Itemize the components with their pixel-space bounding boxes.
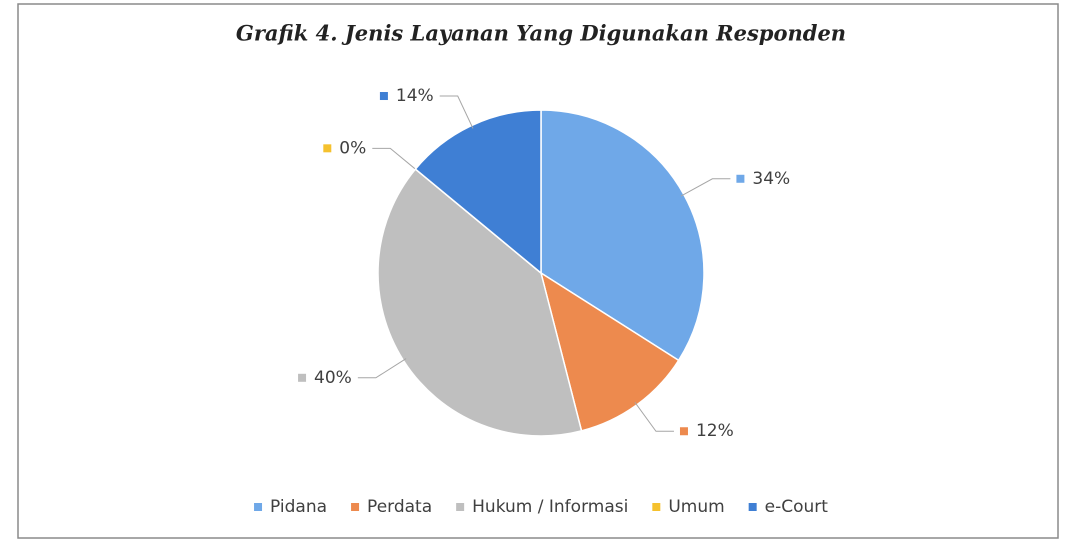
label-swatch xyxy=(323,144,332,153)
legend-swatch xyxy=(456,503,465,511)
legend-swatch xyxy=(351,503,360,511)
leader-line xyxy=(439,95,474,129)
legend-label: Umum xyxy=(668,497,724,517)
leader-line xyxy=(680,178,731,197)
legend-swatch xyxy=(254,503,263,511)
legend-swatch xyxy=(748,503,757,511)
data-label: 14% xyxy=(396,86,434,106)
legend-label: Hukum / Informasi xyxy=(472,497,628,517)
leader-line xyxy=(357,358,407,379)
label-swatch xyxy=(379,92,388,101)
data-label: 12% xyxy=(696,421,734,441)
legend-swatch xyxy=(652,503,661,511)
label-swatch xyxy=(298,373,307,382)
legend-label: Pidana xyxy=(270,497,327,517)
data-label: 0% xyxy=(339,138,366,158)
label-swatch xyxy=(736,174,745,183)
legend-label: Perdata xyxy=(367,497,432,517)
label-swatch xyxy=(679,427,688,436)
leader-line xyxy=(372,147,419,172)
data-label: 40% xyxy=(314,368,352,388)
chart-title: Grafik 4. Jenis Layanan Yang Digunakan R… xyxy=(236,21,846,46)
leader-line xyxy=(634,401,674,432)
legend-label: e-Court xyxy=(765,497,829,517)
data-label: 34% xyxy=(752,169,790,189)
